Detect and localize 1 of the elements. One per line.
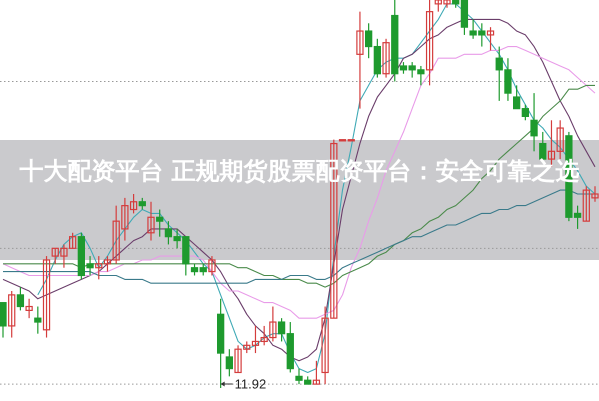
annotation: 11.92 <box>234 376 266 392</box>
